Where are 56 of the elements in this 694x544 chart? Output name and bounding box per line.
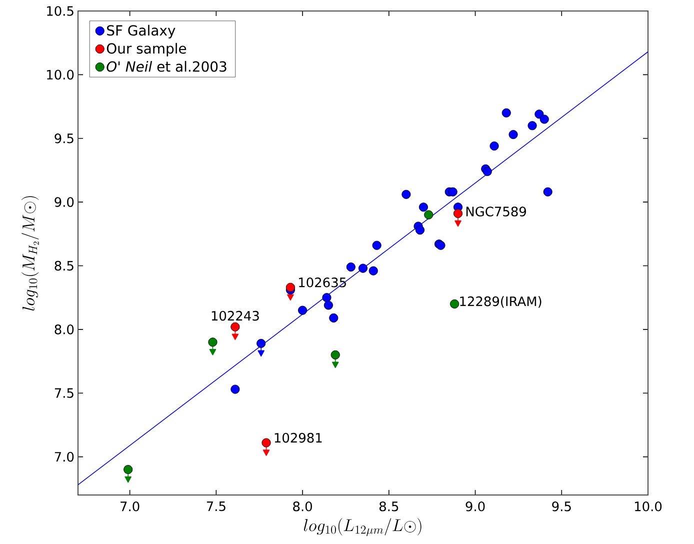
point — [230, 322, 240, 332]
point — [262, 438, 271, 448]
point — [450, 299, 460, 308]
y-tick-label: 7.0 — [54, 452, 74, 462]
point — [230, 384, 240, 394]
point — [368, 266, 378, 276]
y-tick-label: 9.5 — [54, 133, 74, 144]
point — [482, 166, 492, 176]
point — [330, 350, 340, 360]
point — [534, 110, 544, 119]
point — [346, 262, 356, 272]
point — [329, 313, 338, 322]
point — [528, 121, 537, 130]
point — [540, 114, 549, 124]
y-tick-label: 10.0 — [47, 70, 74, 80]
x-tick-label: 7.5 — [206, 502, 226, 512]
annotation: 102635 — [299, 278, 346, 288]
y-tick-label: 7.5 — [54, 388, 74, 398]
y-tick-label: 9.0 — [54, 197, 74, 207]
point — [508, 130, 518, 140]
point — [124, 464, 133, 474]
point — [490, 141, 499, 151]
point — [208, 338, 218, 347]
legend-label: Our sample — [106, 42, 186, 56]
point — [286, 282, 295, 292]
point — [256, 338, 266, 348]
point — [543, 187, 552, 196]
point — [418, 202, 428, 212]
point — [322, 293, 332, 302]
y-tick-label: 8.5 — [54, 260, 74, 271]
x-tick-label: 9.0 — [466, 502, 485, 512]
point — [358, 264, 368, 273]
point — [402, 190, 411, 199]
x-tick-label: 8.0 — [293, 502, 312, 512]
y-tick-label: 10.5 — [47, 6, 74, 16]
point — [372, 240, 382, 250]
x-axis-title: $log_{10}(L_{12\mu m}/L\odot)$ — [304, 518, 422, 536]
annotation: 102981 — [274, 432, 322, 443]
point — [298, 306, 308, 315]
point — [502, 108, 511, 118]
x-tick-label: 9.5 — [552, 502, 571, 512]
y-axis-title: $log_{10}(M_{H_2}/M\odot)$ — [22, 196, 39, 311]
x-tick-label: 7.0 — [120, 502, 140, 512]
annotation: NGC7589 — [466, 206, 526, 216]
legend-label: SF Galaxy — [107, 24, 176, 38]
y-tick-label: 8.0 — [54, 324, 74, 334]
annotation: 12289(IRAM) — [460, 296, 542, 308]
annotation: 102243 — [212, 310, 259, 321]
point — [448, 187, 458, 196]
point — [453, 208, 463, 218]
point — [415, 226, 425, 235]
x-tick-label: 10.0 — [635, 502, 662, 512]
legend-label: O' Neil et al.2003 — [106, 61, 226, 72]
point — [324, 300, 333, 310]
point — [424, 210, 434, 220]
x-tick-label: 8.5 — [379, 502, 398, 512]
